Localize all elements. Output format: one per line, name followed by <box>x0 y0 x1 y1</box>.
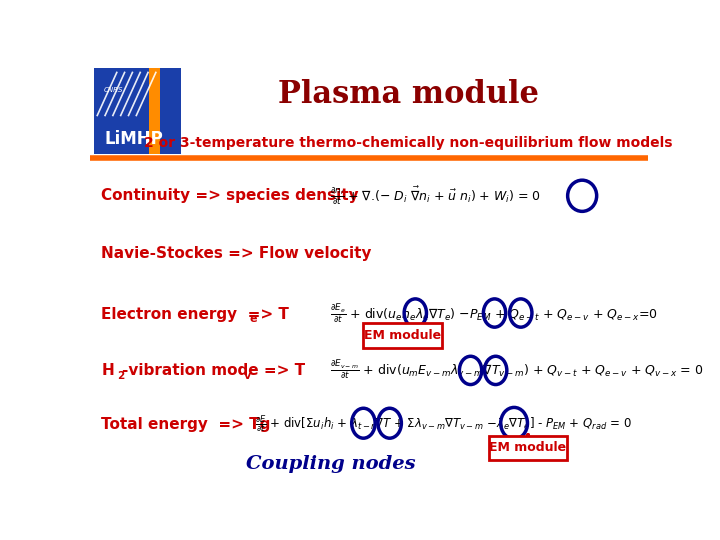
Text: Continuity => species density: Continuity => species density <box>101 188 359 203</box>
Text: Plasma module: Plasma module <box>277 79 539 111</box>
Text: $\frac{\partial E}{\partial t}$ + div[$\Sigma u_i h_i$ + $\lambda_{t-r}\nabla T$: $\frac{\partial E}{\partial t}$ + div[$\… <box>255 414 631 435</box>
Text: $\frac{\partial E_e}{\partial t}$ + div($u_e h_e \lambda_e \nabla T_e$) $-P_{EM}: $\frac{\partial E_e}{\partial t}$ + div(… <box>330 302 657 326</box>
Bar <box>149 68 160 154</box>
Bar <box>90 65 648 158</box>
Text: EM module: EM module <box>364 329 441 342</box>
Text: 2 or 3-temperature thermo-chemically non-equilibrium flow models: 2 or 3-temperature thermo-chemically non… <box>144 136 672 150</box>
Text: 2: 2 <box>117 371 124 381</box>
Text: $\frac{\partial E_{v-m}}{\partial t}$ + div($u_m E_{v-m}\lambda_{v-m}\nabla T_{v: $\frac{\partial E_{v-m}}{\partial t}$ + … <box>330 359 703 382</box>
Text: Electron energy  => T: Electron energy => T <box>101 307 289 322</box>
Bar <box>94 68 181 154</box>
Text: Coupling nodes: Coupling nodes <box>246 455 416 473</box>
Text: Navie-Stockes => Flow velocity: Navie-Stockes => Flow velocity <box>101 246 372 261</box>
Text: e: e <box>249 314 256 324</box>
FancyBboxPatch shape <box>364 323 441 348</box>
Text: $\frac{\partial n_i}{\partial t}$ + $\nabla$.($-$ $D_i$ $\vec{\nabla}$$n_i$ + $\: $\frac{\partial n_i}{\partial t}$ + $\na… <box>330 184 541 207</box>
Text: Total energy  => Tg: Total energy => Tg <box>101 417 271 432</box>
FancyBboxPatch shape <box>489 436 567 460</box>
Text: -vibration mode => T: -vibration mode => T <box>122 363 305 378</box>
Text: LiMHP: LiMHP <box>104 130 163 148</box>
Text: v: v <box>243 371 251 381</box>
Text: CNRS: CNRS <box>104 86 123 93</box>
Text: EM module: EM module <box>490 441 567 454</box>
Text: H: H <box>101 363 114 378</box>
